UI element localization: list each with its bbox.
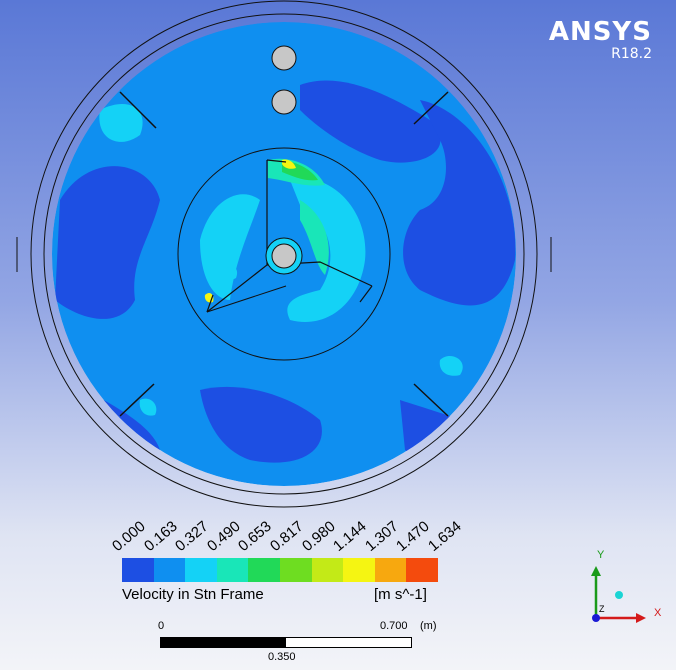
legend-color-swatch — [279, 558, 312, 582]
legend-color-swatch — [216, 558, 249, 582]
legend-tick-label: 0.163 — [140, 517, 181, 555]
baffle-top-right — [413, 91, 449, 125]
scale-bar-fill — [161, 638, 286, 647]
legend-tick-label: 0.653 — [235, 517, 276, 555]
legend-color-swatch — [185, 558, 217, 582]
legend-tick-label: 0.490 — [203, 517, 244, 555]
legend-color-swatch — [153, 558, 186, 582]
brand-name: ANSYS — [548, 17, 652, 47]
legend-tick-label: 0.817 — [267, 517, 307, 555]
legend-unit: [m s^-1] — [374, 586, 427, 603]
scale-start-label: 0 — [158, 620, 165, 632]
inlet-port-lower — [271, 89, 297, 115]
legend-tick-label: 1.144 — [330, 517, 370, 555]
scale-mid-label: 0.350 — [268, 651, 296, 663]
inlet-port-upper — [271, 45, 297, 71]
scale-unit-label: (m) — [420, 620, 437, 632]
scale-bar-track — [160, 637, 412, 648]
legend-tick-label: 1.470 — [393, 517, 434, 555]
scale-bar: 0 0.700 (m) 0.350 — [158, 620, 437, 668]
triad-z-label: Z — [599, 604, 605, 614]
brand-version: R18.2 — [611, 46, 652, 62]
legend-color-swatch — [311, 558, 344, 582]
scale-end-label: 0.700 — [380, 620, 408, 632]
shaft-hub — [271, 243, 297, 269]
outer-housing-ring — [30, 0, 538, 508]
legend-color-bar — [122, 558, 438, 582]
legend-color-swatch — [248, 558, 280, 582]
legend-tick-label: 0.980 — [298, 517, 339, 555]
legend-color-swatch — [343, 558, 375, 582]
ansys-logo: ANSYS R18.2 — [549, 18, 652, 62]
legend-color-swatch — [122, 558, 154, 582]
legend-color-swatch — [406, 558, 438, 582]
triad-x-label: X — [654, 607, 662, 619]
rotor-region — [177, 147, 391, 361]
baffle-bottom-right — [413, 383, 449, 417]
axis-triad: Y X Z — [591, 549, 662, 623]
color-legend: 0.000 0.163 0.327 0.490 0.653 0.817 0.980 1.144… — [109, 500, 465, 610]
legend-tick-label: 1.307 — [361, 517, 402, 555]
baffle-bottom-left — [119, 383, 155, 417]
legend-title: Velocity in Stn Frame — [122, 586, 264, 603]
legend-tick-label: 0.327 — [172, 517, 212, 555]
baffle-top-left — [119, 91, 157, 129]
inner-housing-ring — [43, 13, 525, 495]
legend-color-swatch — [374, 558, 407, 582]
legend-ticks: 0.000 0.163 0.327 0.490 0.653 0.817 0.980 1.144… — [109, 500, 465, 558]
triad-y-label: Y — [597, 549, 605, 561]
